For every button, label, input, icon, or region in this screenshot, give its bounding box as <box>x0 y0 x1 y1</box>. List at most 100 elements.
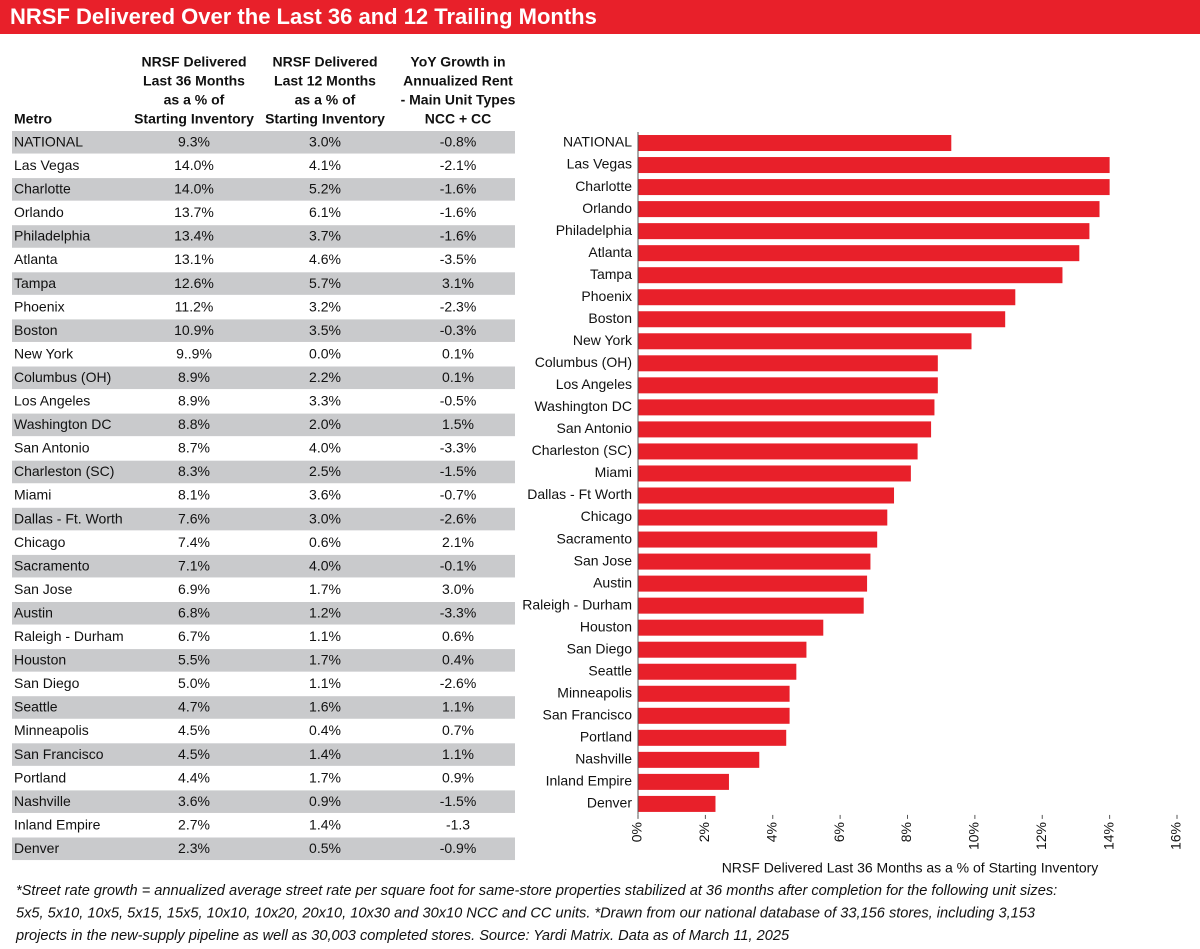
table-cell: Washington DC <box>14 416 112 432</box>
column-header: Metro <box>14 111 52 127</box>
table-cell: 8.9% <box>178 369 210 385</box>
table-cell: Sacramento <box>14 557 90 573</box>
bar <box>638 289 1016 306</box>
table-cell: Inland Empire <box>14 816 101 832</box>
category-label: Los Angeles <box>556 376 632 392</box>
table-cell: 2.3% <box>178 840 210 856</box>
bar <box>638 685 790 702</box>
category-label: Philadelphia <box>556 222 632 238</box>
table-cell: -0.3% <box>440 322 477 338</box>
table-cell: San Jose <box>14 581 73 597</box>
x-tick-label: 8% <box>898 822 914 842</box>
table-cell: -1.6% <box>440 181 477 197</box>
table-cell: -1.6% <box>440 228 477 244</box>
table-cell: 8.9% <box>178 393 210 409</box>
table-cell: Phoenix <box>14 298 65 314</box>
x-axis-label: NRSF Delivered Last 36 Months as a % of … <box>722 860 1099 876</box>
table-cell: 3.7% <box>309 228 341 244</box>
table-cell: 9.3% <box>178 133 210 149</box>
category-label: Raleigh - Durham <box>522 596 632 612</box>
table-cell: 4.1% <box>309 157 341 173</box>
table-cell: Tampa <box>14 275 56 291</box>
table-cell: 3.6% <box>309 487 341 503</box>
table-cell: 3.5% <box>309 322 341 338</box>
row-band <box>12 790 515 813</box>
table-cell: -2.1% <box>440 157 477 173</box>
table-cell: 8.3% <box>178 463 210 479</box>
row-band <box>12 272 515 295</box>
category-label: San Francisco <box>543 706 633 722</box>
table-cell: 3.1% <box>442 275 474 291</box>
table-cell: 11.2% <box>175 298 214 314</box>
table-cell: San Antonio <box>14 440 90 456</box>
bar <box>638 531 878 548</box>
table-cell: 2.0% <box>309 416 341 432</box>
table-cell: -3.3% <box>440 604 477 620</box>
table-cell: 3.3% <box>309 393 341 409</box>
row-band <box>12 366 515 390</box>
bar <box>638 223 1090 240</box>
table-cell: 2.7% <box>178 816 210 832</box>
table-cell: Raleigh - Durham <box>14 628 124 644</box>
table-cell: 1.6% <box>309 699 341 715</box>
row-band <box>12 696 515 719</box>
table-cell: 1.7% <box>309 581 341 597</box>
column-header: Annualized Rent <box>403 73 513 89</box>
bar <box>638 157 1110 174</box>
x-tick-label: 6% <box>831 822 847 842</box>
category-label: Charlotte <box>575 178 632 194</box>
table-cell: 4.5% <box>178 722 210 738</box>
column-header: NRSF Delivered <box>272 54 377 70</box>
table-cell: 10.9% <box>174 322 214 338</box>
bar <box>638 729 787 746</box>
bar <box>638 795 716 812</box>
bar <box>638 597 864 614</box>
table-cell: 5.5% <box>178 652 210 668</box>
column-header: as a % of <box>164 92 225 108</box>
table-cell: Chicago <box>14 534 66 550</box>
table-cell: 4.0% <box>309 557 341 573</box>
table-cell: 8.7% <box>178 440 210 456</box>
table-cell: 1.4% <box>309 816 341 832</box>
x-tick-label: 2% <box>696 822 712 842</box>
table-cell: 13.1% <box>174 251 214 267</box>
row-band <box>12 178 515 201</box>
table-cell: San Diego <box>14 675 80 691</box>
row-band <box>12 460 515 484</box>
row-band <box>12 225 515 248</box>
category-label: Orlando <box>582 200 632 216</box>
category-label: Inland Empire <box>546 773 633 789</box>
x-tick-label: 12% <box>1033 822 1049 850</box>
table-cell: 2.1% <box>442 534 474 550</box>
table-cell: New York <box>14 345 74 361</box>
table-cell: 0.9% <box>309 793 341 809</box>
table-cell: 2.5% <box>309 463 341 479</box>
bar <box>638 135 952 152</box>
x-tick-label: 4% <box>763 822 779 842</box>
page-title: NRSF Delivered Over the Last 36 and 12 T… <box>10 4 597 29</box>
bar <box>638 377 938 394</box>
table-cell: -2.6% <box>440 675 477 691</box>
x-tick-label: 0% <box>629 822 645 842</box>
table-cell: 7.4% <box>178 534 210 550</box>
row-band <box>12 602 515 625</box>
bar <box>638 421 932 438</box>
column-header: Starting Inventory <box>265 111 385 127</box>
table-cell: -0.1% <box>440 557 477 573</box>
table-cell: -1.6% <box>440 204 477 220</box>
category-label: NATIONAL <box>563 134 632 150</box>
table-cell: 0.5% <box>309 840 341 856</box>
row-band <box>12 743 515 766</box>
table-cell: Dallas - Ft. Worth <box>14 510 123 526</box>
table-cell: 8.8% <box>178 416 210 432</box>
table-cell: Denver <box>14 840 59 856</box>
bar <box>638 399 935 416</box>
table-cell: 12.6% <box>174 275 214 291</box>
category-label: Charleston (SC) <box>532 442 632 458</box>
bar <box>638 619 824 636</box>
table-cell: NATIONAL <box>14 133 83 149</box>
category-label: Tampa <box>590 266 632 282</box>
bar <box>638 179 1110 196</box>
table-cell: 0.7% <box>442 722 474 738</box>
